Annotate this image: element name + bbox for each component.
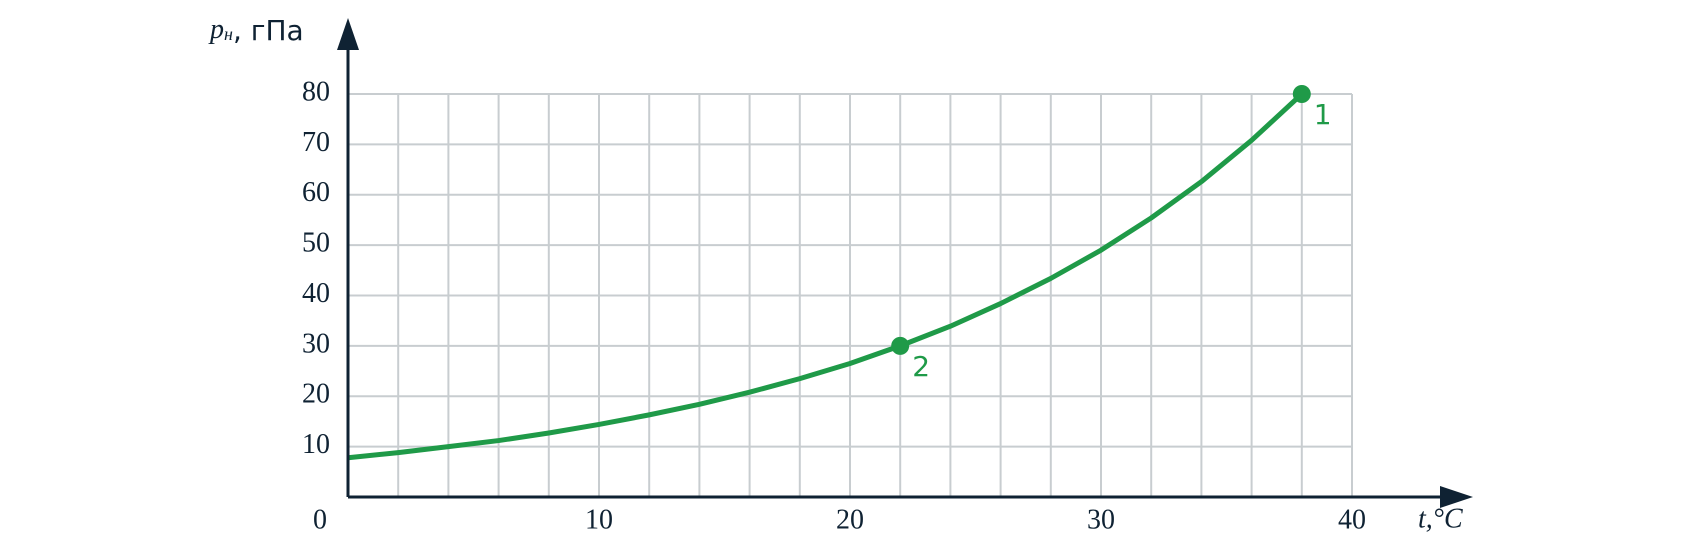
y-tick-label: 50	[302, 228, 330, 259]
y-label-symbol: p	[208, 14, 224, 45]
y-tick-label: 40	[302, 278, 330, 309]
y-tick-label: 10	[302, 429, 330, 460]
y-label-unit: , гПа	[233, 14, 304, 47]
y-tick-label: 60	[302, 177, 330, 208]
point-label: 1	[1314, 98, 1332, 131]
point	[1292, 85, 1311, 103]
y-label-subscript: н	[224, 24, 233, 44]
x-tick-label: 20	[836, 504, 864, 535]
y-tick-label: 20	[302, 379, 330, 410]
curve	[347, 92, 1304, 461]
y-tick-label: 70	[302, 127, 330, 158]
plot: 12	[347, 85, 1332, 461]
x-tick-label: 40	[1338, 504, 1366, 535]
x-tick-label: 30	[1087, 504, 1115, 535]
x-tick-label: 10	[585, 504, 613, 535]
point-label: 2	[912, 350, 930, 383]
grid	[348, 93, 1353, 497]
x-axis-arrow	[1440, 486, 1473, 508]
point	[891, 336, 910, 355]
y-axis-arrow	[337, 18, 359, 50]
x-axis-label: t,°C	[1418, 503, 1463, 534]
y-axis-label: pн, гПа	[208, 14, 304, 47]
y-tick-label: 80	[302, 76, 330, 107]
y-tick-label: 30	[302, 328, 330, 359]
x-tick-label: 0	[313, 504, 327, 535]
